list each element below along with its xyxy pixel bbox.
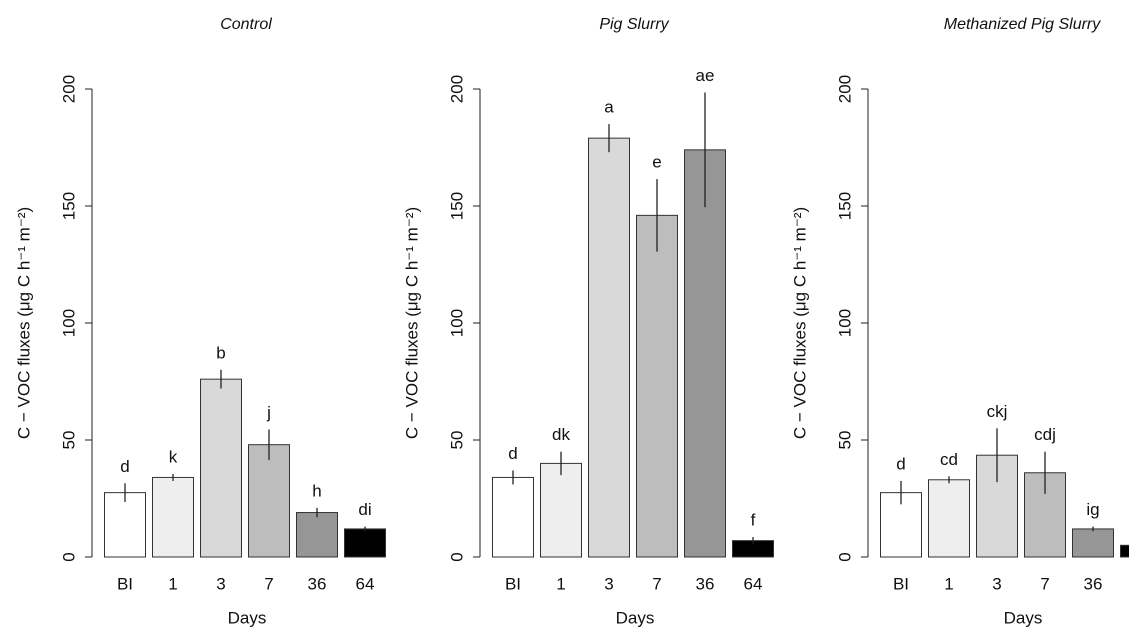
significance-letter: d: [120, 457, 129, 476]
bar: [152, 476, 194, 558]
x-tick-label: 36: [696, 574, 715, 593]
y-tick-label: 200: [835, 75, 854, 103]
bar: [880, 492, 922, 558]
y-tick-label: 100: [59, 309, 78, 337]
y-axis-label: C − VOC fluxes (μg C h⁻¹ m⁻²): [14, 207, 33, 439]
bar: [248, 444, 290, 558]
significance-letter: h: [312, 481, 321, 500]
y-tick-label: 150: [447, 192, 466, 220]
panel-title: Methanized Pig Slurry: [944, 16, 1102, 33]
significance-letter: cd: [940, 450, 958, 469]
x-tick-label: BI: [893, 574, 909, 593]
x-tick-label: 36: [1084, 574, 1103, 593]
x-tick-label: 3: [604, 574, 613, 593]
significance-letter: a: [604, 98, 614, 117]
x-tick-label: 7: [264, 574, 273, 593]
significance-letter: j: [266, 403, 271, 422]
x-tick-label: 1: [168, 574, 177, 593]
x-tick-label: 7: [1040, 574, 1049, 593]
x-axis-label: Days: [228, 608, 267, 627]
y-tick-label: 50: [447, 431, 466, 450]
x-tick-label: 64: [356, 574, 375, 593]
x-axis-label: Days: [616, 608, 655, 627]
x-tick-label: BI: [117, 574, 133, 593]
significance-letter: f: [751, 511, 756, 530]
significance-letter: cdj: [1034, 425, 1056, 444]
x-tick-label: 3: [216, 574, 225, 593]
x-tick-label: 1: [944, 574, 953, 593]
bar: [200, 378, 242, 558]
bar: [928, 479, 970, 558]
y-tick-label: 150: [59, 192, 78, 220]
y-tick-label: 0: [835, 552, 854, 561]
significance-letter: ae: [696, 66, 715, 85]
bar: [636, 214, 678, 558]
bar: [588, 137, 630, 558]
y-tick-label: 200: [59, 75, 78, 103]
significance-letter: b: [216, 343, 225, 362]
y-tick-label: 50: [835, 431, 854, 450]
significance-letter: ckj: [987, 402, 1008, 421]
bar: [296, 512, 338, 558]
panel-title: Pig Slurry: [599, 16, 669, 33]
significance-letter: di: [358, 500, 371, 519]
bar: [492, 476, 534, 558]
y-tick-label: 50: [59, 431, 78, 450]
y-axis-label: C − VOC fluxes (μg C h⁻¹ m⁻²): [790, 207, 809, 439]
panel-title: Control: [220, 16, 272, 33]
x-axis-label: Days: [1004, 608, 1043, 627]
y-tick-label: 200: [447, 75, 466, 103]
bar: [344, 528, 386, 558]
significance-letter: k: [169, 447, 178, 466]
x-tick-label: 36: [308, 574, 327, 593]
bar: [684, 149, 726, 558]
significance-letter: e: [652, 153, 661, 172]
bar: [1120, 544, 1129, 558]
y-tick-label: 100: [447, 309, 466, 337]
bar: [104, 492, 146, 558]
x-tick-label: BI: [505, 574, 521, 593]
y-tick-label: 0: [59, 552, 78, 561]
y-axis-label: C − VOC fluxes (μg C h⁻¹ m⁻²): [402, 207, 421, 439]
y-tick-label: 150: [835, 192, 854, 220]
bar: [1072, 528, 1114, 558]
y-tick-label: 100: [835, 309, 854, 337]
x-tick-label: 7: [652, 574, 661, 593]
y-tick-label: 0: [447, 552, 466, 561]
significance-letter: ig: [1086, 500, 1099, 519]
significance-letter: d: [896, 454, 905, 473]
significance-letter: dk: [552, 425, 570, 444]
x-tick-label: 64: [744, 574, 763, 593]
bar: [540, 462, 582, 558]
x-tick-label: 3: [992, 574, 1001, 593]
significance-letter: d: [508, 444, 517, 463]
x-tick-label: 1: [556, 574, 565, 593]
